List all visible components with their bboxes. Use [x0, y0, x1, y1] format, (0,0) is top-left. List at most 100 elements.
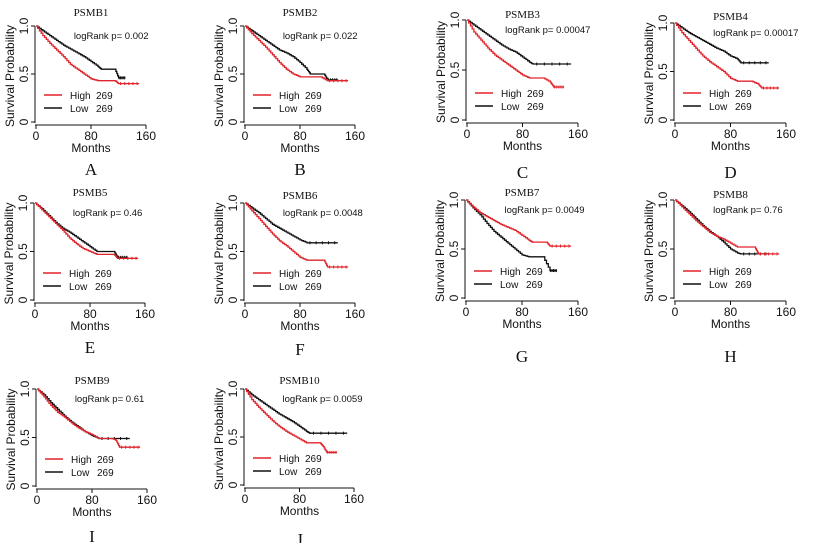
y-tick-label: 0	[448, 116, 462, 123]
panel-title: PSMB8	[713, 189, 748, 201]
x-axis-label: Months	[71, 141, 110, 155]
y-tick-label: 0	[656, 116, 670, 123]
panel-label: I	[89, 527, 95, 543]
km-panel-g: PSMB7 0 0.5 1.0 0 80 160 Survival Probability Mo…	[433, 187, 588, 366]
y-tick-label: 1.0	[17, 17, 31, 34]
x-axis-label: Months	[280, 504, 319, 518]
logrank-pvalue: logRank p= 0.00047	[505, 25, 590, 36]
y-axis-label: Survival Probability	[212, 388, 226, 490]
y-tick-label: 0.5	[226, 243, 240, 260]
y-axis-label: Survival Probability	[212, 202, 226, 304]
panel-title: PSMB7	[505, 187, 540, 199]
y-tick-label: 1.0	[656, 191, 670, 208]
km-panel-c: PSMB3 0 0.5 1.0 0 80 160 Survival Probability Mo…	[434, 9, 590, 182]
x-axis-label: Months	[280, 141, 319, 155]
legend-label-low: Low	[279, 282, 298, 293]
x-tick-label: 160	[776, 305, 796, 319]
y-tick-label: 1.0	[448, 11, 462, 28]
y-axis-label: Survival Probability	[642, 22, 656, 124]
y-tick-label: 0	[16, 296, 30, 303]
legend-label-low: Low	[71, 468, 90, 479]
x-tick-label: 0	[672, 127, 679, 141]
x-tick-label: 80	[293, 129, 307, 143]
x-tick-label: 160	[345, 129, 365, 143]
x-tick-label: 160	[568, 305, 588, 319]
x-tick-label: 0	[242, 307, 249, 321]
x-tick-label: 80	[84, 129, 98, 143]
y-tick-label: 0.5	[17, 65, 31, 82]
km-panel-i: PSMB9 0 0.5 1.0 0 80 160 Survival Probability Mo…	[4, 375, 157, 546]
panel-label: C	[517, 163, 528, 182]
legend-label-high: High	[279, 91, 300, 102]
legend-count: 269	[305, 91, 322, 102]
legend-label-high: High	[709, 89, 730, 100]
survival-curve-high	[35, 202, 139, 259]
y-tick-label: 0.5	[18, 429, 32, 446]
x-tick-label: 0	[464, 127, 471, 141]
km-panel-b: PSMB2 0 0.5 1.0 0 80 160 Survival Probability Mo…	[212, 7, 365, 179]
legend-label-high: High	[709, 267, 730, 278]
x-tick-label: 160	[776, 127, 796, 141]
logrank-pvalue: logRank p= 0.0049	[505, 205, 585, 216]
x-tick-label: 0	[32, 307, 39, 321]
x-tick-label: 80	[515, 305, 529, 319]
y-tick-label: 0	[656, 294, 670, 301]
x-tick-label: 80	[516, 127, 530, 141]
survival-curve-high	[675, 199, 780, 255]
legend-count: 269	[305, 467, 322, 478]
legend-label-high: High	[501, 89, 522, 100]
x-axis-label: Months	[711, 139, 750, 153]
panel-label: G	[516, 347, 528, 366]
km-panel-f: PSMB6 0 0.5 1.0 0 80 160 Survival Probability Mo…	[212, 190, 365, 359]
y-tick-label: 1.0	[447, 191, 461, 208]
survival-curve-low	[675, 22, 769, 64]
legend-label-high: High	[69, 269, 90, 280]
legend-count: 269	[527, 89, 544, 100]
y-tick-label: 0.5	[656, 240, 670, 257]
logrank-pvalue: logRank p= 0.0059	[282, 394, 362, 405]
panel-label: A	[85, 160, 98, 179]
x-tick-label: 160	[136, 129, 156, 143]
legend-label-high: High	[279, 454, 300, 465]
y-axis-label: Survival Probability	[3, 25, 17, 127]
survival-curve-high	[36, 25, 140, 85]
x-axis-label: Months	[502, 317, 541, 331]
panel-title: PSMB2	[283, 7, 318, 19]
legend-count: 269	[305, 269, 322, 280]
legend-count: 269	[305, 282, 322, 293]
x-tick-label: 80	[85, 493, 99, 507]
y-tick-label: 1.0	[16, 194, 30, 211]
x-axis-label: Months	[503, 139, 542, 153]
panel-label: B	[294, 160, 305, 179]
survival-curve-low	[245, 388, 348, 434]
panel-title: PSMB3	[505, 9, 540, 21]
logrank-pvalue: logRank p= 0.00017	[713, 28, 798, 39]
y-tick-label: 0.5	[656, 63, 670, 80]
panel-label: D	[724, 163, 736, 182]
legend-count: 269	[305, 454, 322, 465]
legend-count: 269	[97, 455, 114, 466]
panel-title: PSMB4	[713, 11, 748, 23]
survival-curve-high	[675, 22, 780, 89]
legend-label-low: Low	[279, 104, 298, 115]
x-tick-label: 0	[672, 305, 679, 319]
y-tick-label: 0.5	[447, 240, 461, 257]
y-axis-label: Survival Probability	[434, 21, 448, 123]
km-panel-j: PSMB10 0 0.5 1.0 0 80 160 Survival Probability M…	[212, 375, 364, 548]
legend-count: 269	[95, 282, 112, 293]
survival-curve-low	[36, 25, 126, 79]
legend-label-low: Low	[70, 104, 89, 115]
legend-label-high: High	[279, 269, 300, 280]
x-tick-label: 80	[293, 492, 307, 506]
logrank-pvalue: logRank p= 0.61	[75, 394, 144, 405]
legend-label-low: Low	[500, 280, 519, 291]
legend-label-high: High	[71, 455, 92, 466]
y-axis-label: Survival Probability	[212, 25, 226, 127]
y-tick-label: 0.5	[448, 61, 462, 78]
legend-count: 269	[96, 104, 113, 115]
panel-title: PSMB5	[73, 187, 108, 199]
panel-label: F	[295, 340, 304, 359]
panel-title: PSMB9	[75, 375, 110, 387]
x-tick-label: 160	[345, 307, 365, 321]
panel-title: PSMB10	[279, 375, 320, 387]
